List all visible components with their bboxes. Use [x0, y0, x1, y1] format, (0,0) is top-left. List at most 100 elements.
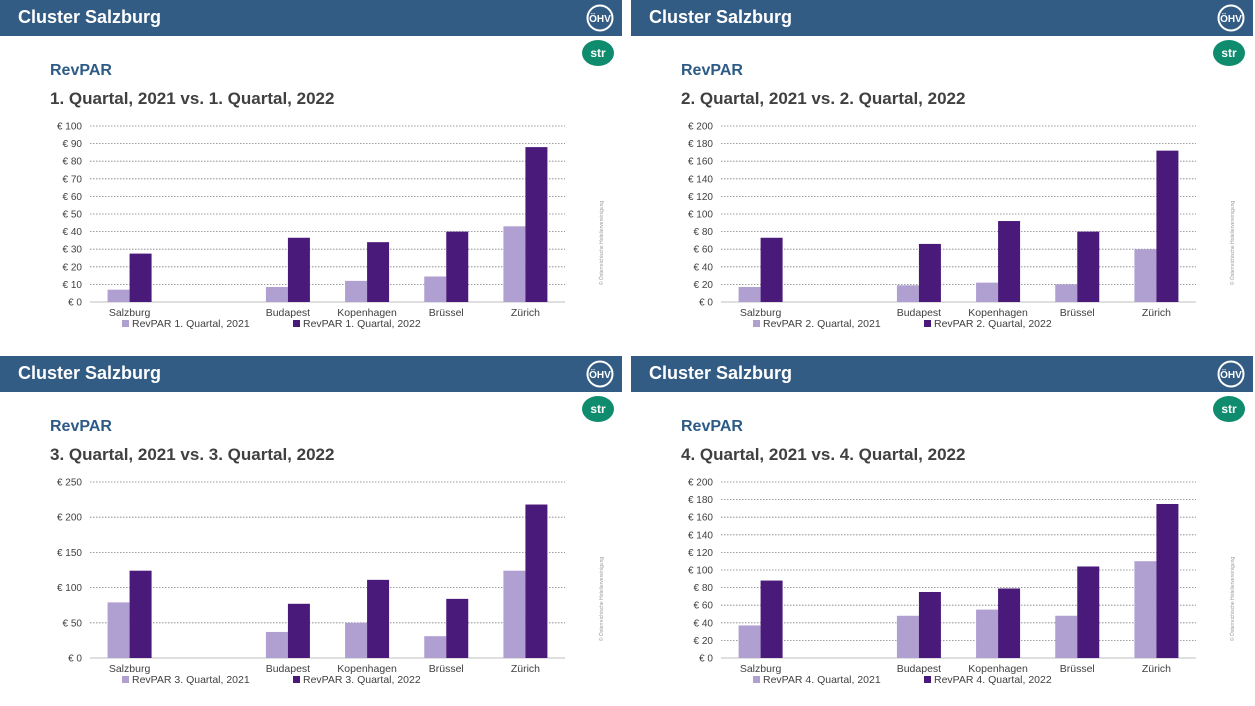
header-title: Cluster Salzburg: [18, 7, 162, 27]
ohv-logo-text: ÖHV: [589, 368, 611, 381]
str-logo-text: str: [1221, 46, 1237, 60]
bar-2021: [265, 287, 288, 302]
panel-header: Cluster Salzburg ÖHV: [0, 356, 622, 392]
x-category-label: Zürich: [1142, 307, 1171, 319]
bar-2021: [424, 636, 447, 658]
y-tick-label: € 90: [63, 139, 83, 150]
str-logo-icon: str: [582, 40, 614, 66]
legend-swatch: [753, 676, 760, 683]
x-category-label: Kopenhagen: [968, 663, 1028, 675]
chart-panel-q3: Cluster Salzburg ÖHV str RevPAR 3. Quart…: [0, 356, 622, 706]
bar-2021: [345, 622, 368, 658]
bar-2021: [1055, 615, 1078, 658]
str-logo-text: str: [1221, 402, 1237, 416]
chart-panel-q1: Cluster Salzburg ÖHV str RevPAR 1. Quart…: [0, 0, 622, 350]
bar-2022: [367, 242, 390, 302]
chart-subtitle: 4. Quartal, 2021 vs. 4. Quartal, 2022: [681, 445, 966, 464]
chart-subtitle: 2. Quartal, 2021 vs. 2. Quartal, 2022: [681, 89, 966, 108]
legend-label: RevPAR 1. Quartal, 2021: [132, 318, 250, 330]
metric-title: RevPAR: [50, 418, 112, 435]
y-tick-label: € 180: [688, 495, 713, 506]
panel-header: Cluster Salzburg ÖHV: [631, 356, 1253, 392]
header-title: Cluster Salzburg: [18, 363, 162, 383]
revpar-bar-chart: € 0 € 20 € 40 € 60 € 80 € 100 € 120 € 140 € 160 €…: [688, 478, 1196, 686]
y-tick-label: € 100: [57, 583, 82, 594]
x-category-label: Zürich: [511, 307, 540, 319]
bar-2022: [998, 588, 1021, 658]
y-tick-label: € 250: [57, 478, 82, 489]
y-tick-label: € 0: [699, 654, 713, 665]
bar-2022: [1077, 566, 1100, 658]
bar-2021: [976, 609, 999, 658]
bar-2022: [129, 570, 152, 658]
x-category-label: Salzburg: [109, 307, 151, 319]
x-category-label: Budapest: [266, 307, 310, 319]
bar-2022: [129, 253, 152, 302]
bar-2021: [738, 287, 761, 302]
x-category-label: Kopenhagen: [337, 663, 397, 675]
y-tick-label: € 80: [694, 583, 714, 594]
header-title: Cluster Salzburg: [649, 7, 793, 27]
panel-header: Cluster Salzburg ÖHV: [631, 0, 1253, 36]
metric-title: RevPAR: [50, 62, 112, 79]
copyright-note: © Österreichische Hoteliervereinigung: [1230, 556, 1236, 642]
y-tick-label: € 140: [688, 530, 713, 541]
bar-2021: [896, 615, 919, 658]
copyright-note: © Österreichische Hoteliervereinigung: [1230, 200, 1236, 286]
x-category-label: Budapest: [266, 663, 310, 675]
copyright-note: © Österreichische Hoteliervereinigung: [599, 200, 605, 286]
bar-2021: [345, 280, 368, 302]
x-category-label: Kopenhagen: [337, 307, 397, 319]
y-tick-label: € 80: [63, 157, 83, 168]
y-tick-label: € 100: [688, 566, 713, 577]
bar-2021: [738, 625, 761, 658]
bar-2022: [446, 598, 469, 658]
y-tick-label: € 200: [57, 513, 82, 524]
bar-2022: [525, 504, 548, 658]
str-logo-icon: str: [1213, 40, 1245, 66]
legend-swatch: [293, 320, 300, 327]
y-tick-label: € 40: [694, 262, 714, 273]
y-tick-label: € 50: [63, 618, 83, 629]
y-tick-label: € 80: [694, 227, 714, 238]
legend-swatch: [924, 676, 931, 683]
metric-title: RevPAR: [681, 418, 743, 435]
revpar-bar-chart: € 0 € 20 € 40 € 60 € 80 € 100 € 120 € 140 € 160 €…: [688, 122, 1196, 330]
y-tick-label: € 50: [63, 210, 83, 221]
bar-2022: [918, 592, 941, 658]
y-tick-label: € 0: [68, 298, 82, 309]
x-category-label: Brüssel: [429, 307, 464, 319]
legend-label: RevPAR 4. Quartal, 2021: [763, 674, 881, 686]
bar-2021: [896, 285, 919, 302]
ohv-logo-icon: ÖHV: [586, 4, 614, 32]
x-category-label: Brüssel: [1060, 307, 1095, 319]
legend-label: RevPAR 3. Quartal, 2021: [132, 674, 250, 686]
bar-2021: [1055, 284, 1078, 302]
y-tick-label: € 100: [57, 122, 82, 133]
y-tick-label: € 150: [57, 548, 82, 559]
x-category-label: Brüssel: [1060, 663, 1095, 675]
y-tick-label: € 120: [688, 192, 713, 203]
metric-title: RevPAR: [681, 62, 743, 79]
legend-swatch: [293, 676, 300, 683]
y-tick-label: € 30: [63, 245, 83, 256]
bar-2022: [367, 579, 390, 658]
legend-swatch: [924, 320, 931, 327]
chart-subtitle: 3. Quartal, 2021 vs. 3. Quartal, 2022: [50, 445, 335, 464]
x-category-label: Salzburg: [740, 663, 782, 675]
x-category-label: Salzburg: [109, 663, 151, 675]
bar-2021: [1134, 249, 1157, 302]
legend-swatch: [753, 320, 760, 327]
bar-2021: [424, 276, 447, 302]
revpar-bar-chart: € 0 € 10 € 20 € 30 € 40 € 50 € 60 € 70 € 80 € 90 €…: [57, 122, 565, 330]
bar-2022: [1156, 150, 1179, 302]
y-tick-label: € 160: [688, 157, 713, 168]
x-category-label: Salzburg: [740, 307, 782, 319]
ohv-logo-icon: ÖHV: [586, 360, 614, 388]
bar-2021: [107, 602, 130, 658]
y-tick-label: € 60: [694, 601, 714, 612]
y-tick-label: € 100: [688, 210, 713, 221]
x-category-label: Budapest: [897, 663, 941, 675]
panel-header: Cluster Salzburg ÖHV: [0, 0, 622, 36]
bar-2022: [760, 580, 783, 658]
